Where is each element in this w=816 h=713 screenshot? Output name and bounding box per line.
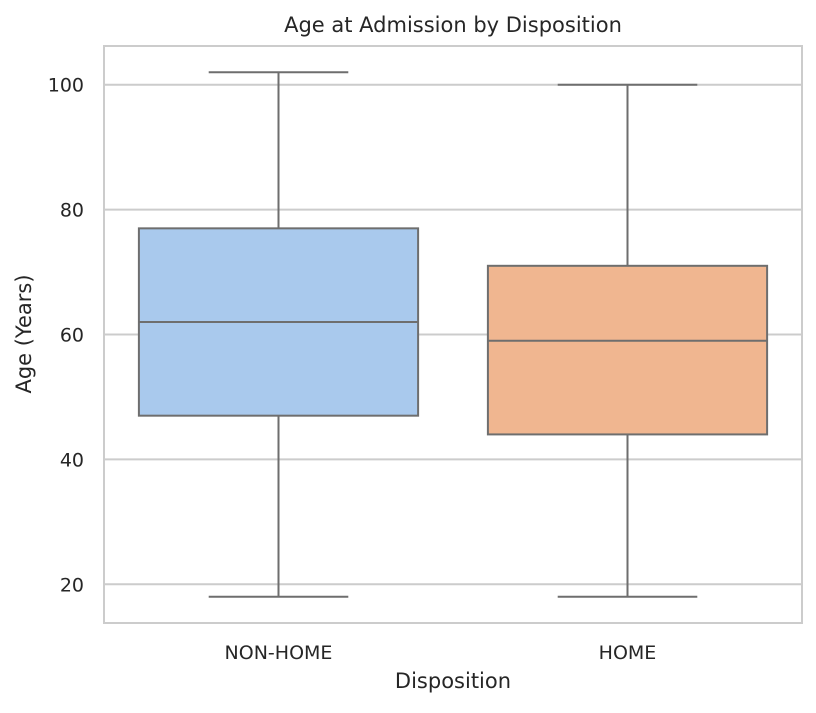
y-tick-label: 20 <box>60 574 84 596</box>
box-layer <box>137 71 769 598</box>
y-tick-label: 60 <box>60 325 84 347</box>
y-axis-label: Age (Years) <box>12 274 36 393</box>
chart-title: Age at Admission by Disposition <box>284 13 622 37</box>
iqr-box <box>486 264 769 436</box>
x-tick-label: NON-HOME <box>225 642 333 664</box>
box-group-non-home <box>137 71 420 598</box>
y-tick-label: 100 <box>48 75 84 97</box>
x-tick-labels: NON-HOME HOME <box>225 642 657 664</box>
box-group-home <box>486 83 769 598</box>
y-tick-label: 80 <box>60 200 84 222</box>
plot-frame <box>103 45 803 624</box>
x-axis-label: Disposition <box>395 669 511 693</box>
x-tick-label: HOME <box>599 642 657 664</box>
y-tick-labels: 20 40 60 80 100 <box>48 75 84 597</box>
y-tick-label: 40 <box>60 449 84 471</box>
